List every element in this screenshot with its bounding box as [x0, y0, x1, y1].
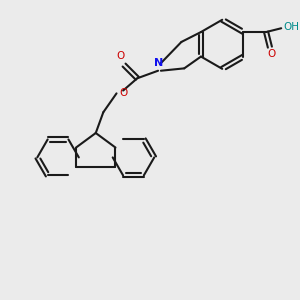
Text: O: O [116, 51, 124, 61]
Text: O: O [268, 49, 276, 59]
Text: OH: OH [283, 22, 299, 32]
Text: N: N [154, 58, 164, 68]
Text: O: O [119, 88, 128, 98]
